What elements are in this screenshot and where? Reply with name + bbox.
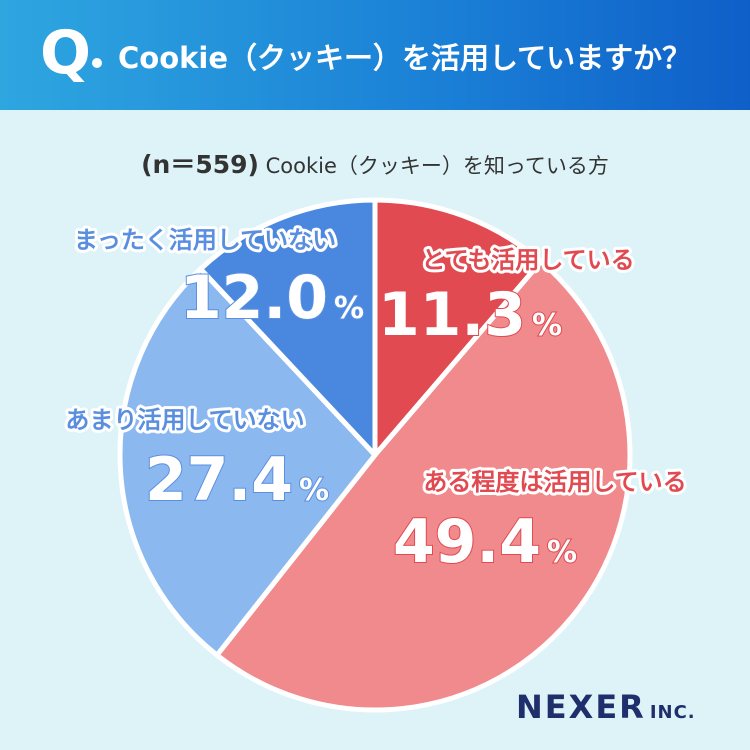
pie-slice [372,197,544,458]
logo-main: NEXER [516,688,646,726]
slice-label: まったく活用していない [74,226,336,254]
question-title: Cookie（クッキー）を活用していますか？ [118,41,692,75]
q-dot-decoration [92,58,102,68]
slice-label: あまり活用していない [65,406,304,434]
slice-value-label: 11.3% [378,280,562,350]
pie-slice [198,197,378,458]
pie-slice [117,266,378,658]
pie-slice [214,259,633,713]
slice-value-label: 27.4% [145,445,329,515]
slice-label: とても活用している [421,246,634,274]
slice-label: ある程度は活用している [423,468,686,496]
logo-suffix: INC. [649,702,696,723]
sample-size: (n＝559) [141,150,259,179]
chart-subtitle: (n＝559) Cookie（クッキー）を知っている方 [0,145,750,181]
q-mark: Q [40,18,92,88]
nexer-logo: NEXER INC. [516,688,696,726]
respondent-description: Cookie（クッキー）を知っている方 [258,154,609,178]
header-banner: Q Cookie（クッキー）を活用していますか？ [0,0,750,110]
slice-value-label: 49.4% [393,507,577,577]
slice-value-label: 12.0% [180,263,364,333]
